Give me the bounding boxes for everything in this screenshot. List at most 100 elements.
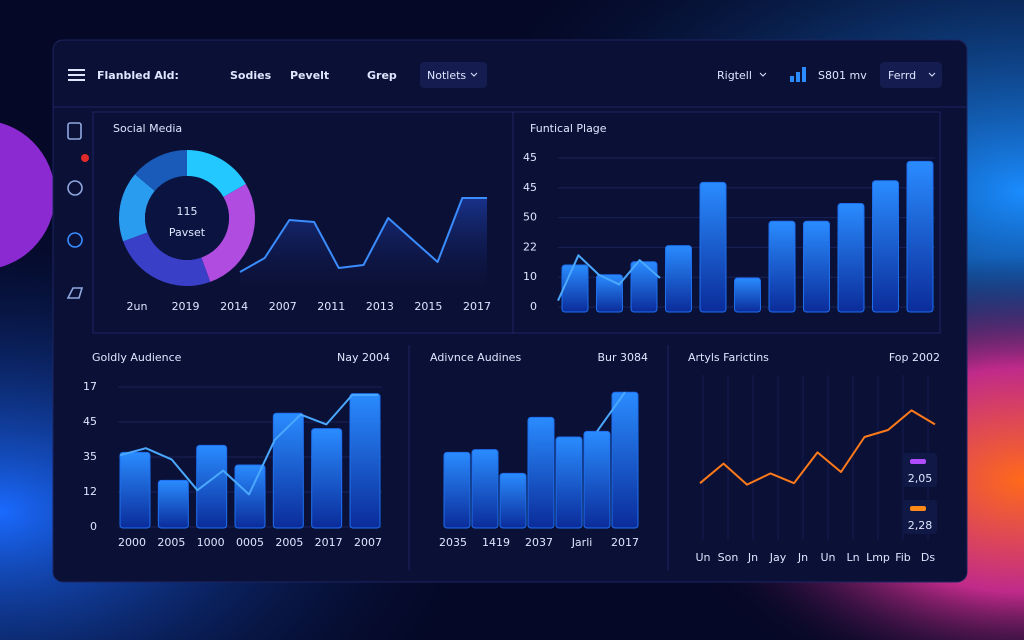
bg-blob (0, 122, 55, 268)
nav-item[interactable]: Grep (367, 69, 397, 82)
x-tick-label: Jarli (571, 536, 593, 549)
bar (630, 261, 658, 313)
x-tick-label: 2013 (366, 300, 394, 313)
bar (872, 180, 899, 313)
x-tick-label: 2014 (220, 300, 248, 313)
menu-label[interactable]: Rigtell (717, 69, 752, 82)
sidebar-icon[interactable] (67, 180, 83, 196)
donut-label: Pavset (169, 226, 206, 239)
bar (561, 264, 589, 313)
x-tick-label: 0005 (236, 536, 264, 549)
x-tick-label: Jn (797, 551, 808, 564)
donut-segment (119, 174, 155, 242)
panel-badge: Bur 3084 (597, 351, 648, 364)
donut-hole (145, 176, 229, 260)
bar (665, 245, 692, 313)
y-tick-label: 50 (523, 211, 537, 224)
bar (596, 274, 623, 313)
panel-title: Adivnce Audines (430, 351, 521, 364)
donut-value: 115 (177, 205, 198, 218)
sidebar-icon[interactable] (66, 287, 84, 299)
bar (906, 160, 934, 313)
line (699, 409, 936, 486)
x-tick-label: 2005 (157, 536, 185, 549)
line (119, 394, 378, 496)
x-tick-label: 2035 (439, 536, 467, 549)
x-tick-label: 2017 (611, 536, 639, 549)
donut-segment (187, 150, 246, 197)
x-tick-label: Jn (747, 551, 758, 564)
x-tick-label: 2017 (315, 536, 343, 549)
donut-segment (134, 150, 187, 192)
dropdown-label: Notlets (427, 69, 466, 82)
x-tick-label: Fib (895, 551, 911, 564)
y-tick-label: 10 (523, 270, 537, 283)
x-tick-label: 2017 (463, 300, 491, 313)
panel-title: Social Media (113, 122, 182, 135)
y-tick-label: 0 (90, 520, 97, 533)
nav-item[interactable]: Sodies (230, 69, 272, 82)
y-tick-label: 17 (83, 380, 97, 393)
x-tick-label: Lmp (866, 551, 890, 564)
select[interactable] (880, 62, 942, 88)
select-label: Ferrd (888, 69, 916, 82)
top-section (92, 111, 941, 334)
x-tick-label: 2007 (269, 300, 297, 313)
bar (611, 391, 639, 529)
bar (527, 416, 555, 529)
dropdown[interactable] (420, 62, 487, 88)
panel-badge: Nay 2004 (337, 351, 390, 364)
x-tick-label: 2007 (354, 536, 382, 549)
y-tick-label: 45 (83, 415, 97, 428)
x-tick-label: 2019 (172, 300, 200, 313)
sidebar-icon[interactable] (67, 122, 82, 140)
line (596, 391, 626, 432)
bar (119, 451, 151, 529)
bar (349, 393, 381, 529)
signal-label: S801 mv (818, 69, 867, 82)
x-tick-label: Ds (921, 551, 935, 564)
panel-title: Goldly Audience (92, 351, 182, 364)
legend-swatch (910, 459, 926, 464)
x-tick-label: 1419 (482, 536, 510, 549)
donut-segment (201, 184, 256, 282)
bar (499, 472, 527, 529)
bar (768, 220, 796, 313)
x-tick-label: Ln (846, 551, 859, 564)
menu-icon[interactable] (68, 69, 85, 81)
bar (734, 277, 761, 313)
bar (583, 430, 611, 529)
y-tick-label: 22 (523, 240, 537, 253)
bar (699, 181, 727, 313)
sidebar-icon[interactable] (67, 232, 83, 248)
panel-title: Artyls Farictins (688, 351, 769, 364)
x-tick-label: 2015 (414, 300, 442, 313)
legend-swatch (910, 506, 926, 511)
notification-dot (81, 154, 89, 162)
x-tick-label: 2011 (317, 300, 345, 313)
x-tick-label: Un (695, 551, 710, 564)
chevron (470, 72, 478, 77)
legend-label: 2,05 (908, 472, 933, 485)
y-tick-label: 35 (83, 450, 97, 463)
x-tick-label: Un (820, 551, 835, 564)
signal-icon (790, 67, 806, 82)
line (239, 197, 487, 273)
chevron (759, 72, 767, 77)
x-tick-label: Jay (769, 551, 787, 564)
nav-item[interactable]: Pevelt (290, 69, 329, 82)
x-tick-label: 2un (127, 300, 148, 313)
app-title: Flanbled Ald: (97, 69, 179, 82)
x-tick-label: 2000 (118, 536, 146, 549)
x-tick-label: 2037 (525, 536, 553, 549)
bar (157, 479, 189, 529)
panel-title: Funtical Plage (530, 122, 607, 135)
y-tick-label: 45 (523, 151, 537, 164)
bar (311, 428, 343, 529)
x-tick-label: 1000 (197, 536, 225, 549)
bar (555, 436, 583, 529)
bar (443, 451, 471, 529)
y-tick-label: 0 (530, 300, 537, 313)
x-tick-label: Son (718, 551, 739, 564)
